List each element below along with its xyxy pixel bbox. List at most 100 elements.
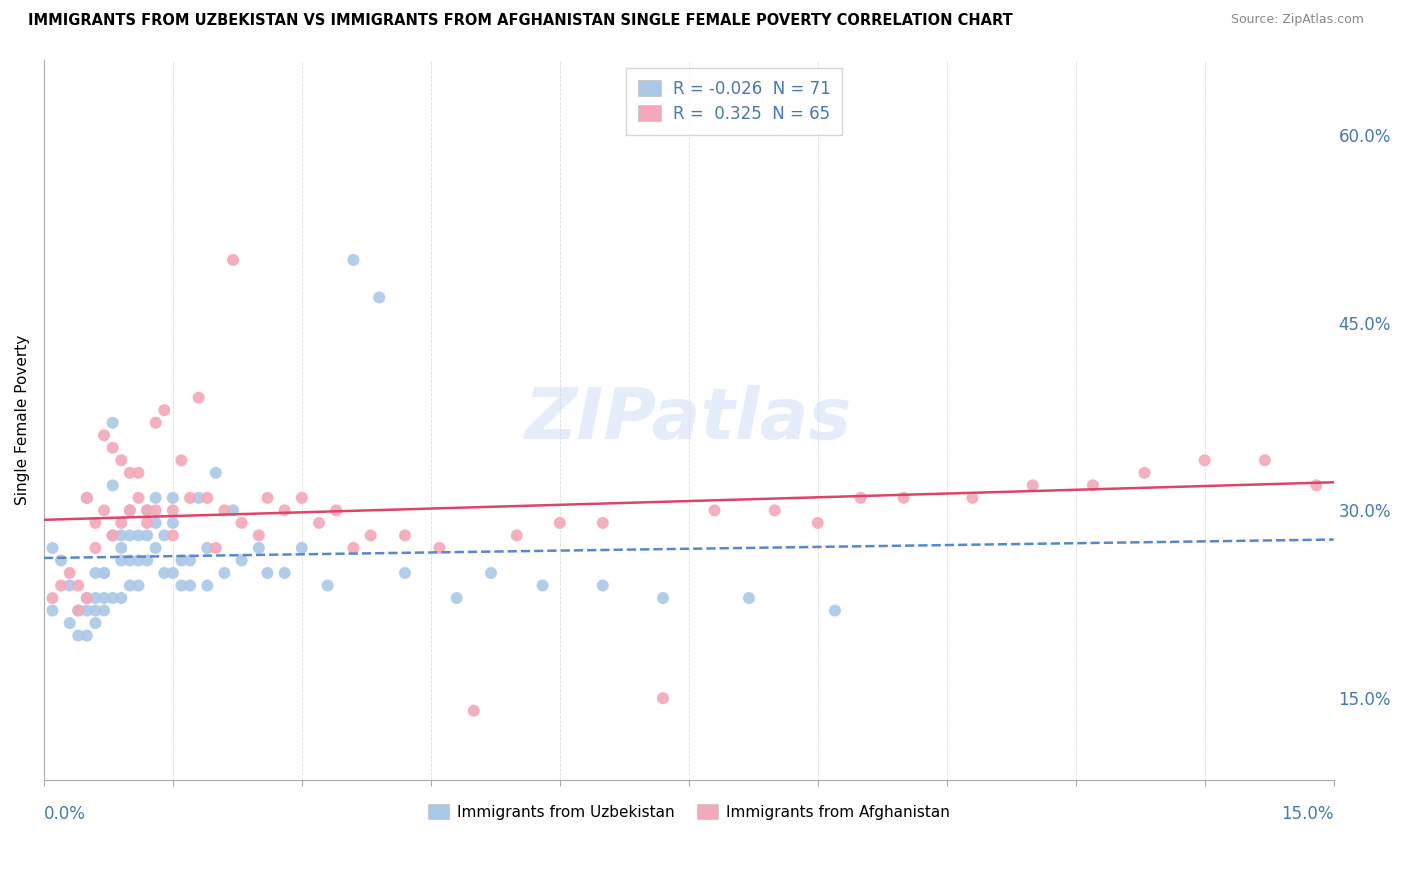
Point (195, 491, 218, 505)
Point (67, 578, 90, 592)
Point (703, 503, 725, 517)
Point (179, 553, 201, 567)
Point (1254, 453, 1277, 467)
Point (187, 491, 209, 505)
Point (101, 591, 124, 605)
Point (153, 566, 176, 580)
Text: IMMIGRANTS FROM UZBEKISTAN VS IMMIGRANTS FROM AFGHANISTAN SINGLE FEMALE POVERTY : IMMIGRANTS FROM UZBEKISTAN VS IMMIGRANTS… (28, 13, 1012, 29)
Point (41, 591, 63, 605)
Point (76, 603, 98, 617)
Point (187, 391, 209, 405)
Point (67, 603, 90, 617)
Point (179, 578, 201, 592)
Point (231, 553, 253, 567)
Point (84, 603, 107, 617)
Point (153, 403, 176, 417)
Point (127, 528, 149, 542)
Point (316, 578, 339, 592)
Point (110, 453, 132, 467)
Point (273, 566, 295, 580)
Point (256, 566, 278, 580)
Point (118, 528, 141, 542)
Point (463, 704, 485, 718)
Point (67, 603, 90, 617)
Point (807, 516, 830, 530)
Point (179, 491, 201, 505)
Point (145, 416, 167, 430)
Point (1340, 466, 1362, 480)
Point (93, 503, 115, 517)
Point (592, 578, 614, 592)
Point (93, 591, 115, 605)
Point (110, 591, 132, 605)
Point (136, 503, 159, 517)
Point (291, 491, 314, 505)
Point (136, 503, 159, 517)
Point (110, 528, 132, 542)
Point (205, 466, 228, 480)
Point (145, 503, 167, 517)
Point (506, 528, 529, 542)
Point (394, 528, 416, 542)
Point (652, 591, 675, 605)
Point (170, 578, 193, 592)
Point (360, 528, 382, 542)
Point (59, 578, 82, 592)
Point (49, 553, 72, 567)
Point (763, 503, 786, 517)
Point (1021, 478, 1043, 492)
Point (446, 591, 468, 605)
Point (170, 453, 193, 467)
Point (145, 541, 167, 555)
Point (479, 566, 502, 580)
Point (76, 491, 98, 505)
Point (214, 566, 236, 580)
Point (118, 503, 141, 517)
Point (101, 528, 124, 542)
Point (110, 553, 132, 567)
Point (93, 603, 115, 617)
Point (162, 491, 184, 505)
Point (76, 591, 98, 605)
Point (308, 516, 330, 530)
Point (49, 578, 72, 592)
Point (118, 553, 141, 567)
Point (273, 503, 295, 517)
Point (84, 541, 107, 555)
Point (59, 616, 82, 631)
Point (962, 491, 984, 505)
Point (1081, 478, 1104, 492)
Point (84, 566, 107, 580)
Point (195, 578, 218, 592)
Point (145, 491, 167, 505)
Point (127, 578, 149, 592)
Point (325, 503, 347, 517)
Point (368, 291, 391, 305)
Point (247, 528, 270, 542)
Point (342, 252, 364, 267)
Point (1133, 466, 1156, 480)
Point (231, 516, 253, 530)
Point (222, 503, 245, 517)
Point (214, 503, 236, 517)
Point (342, 541, 364, 555)
Point (531, 578, 554, 592)
Point (1194, 453, 1216, 467)
Point (153, 528, 176, 542)
Point (127, 491, 149, 505)
Point (145, 516, 167, 530)
Point (76, 591, 98, 605)
Point (101, 478, 124, 492)
Point (93, 566, 115, 580)
Point (101, 416, 124, 430)
Point (127, 553, 149, 567)
Point (394, 566, 416, 580)
Point (76, 491, 98, 505)
Point (291, 541, 314, 555)
Point (84, 516, 107, 530)
Point (84, 616, 107, 631)
Point (162, 516, 184, 530)
Point (256, 491, 278, 505)
Point (118, 466, 141, 480)
Point (110, 516, 132, 530)
